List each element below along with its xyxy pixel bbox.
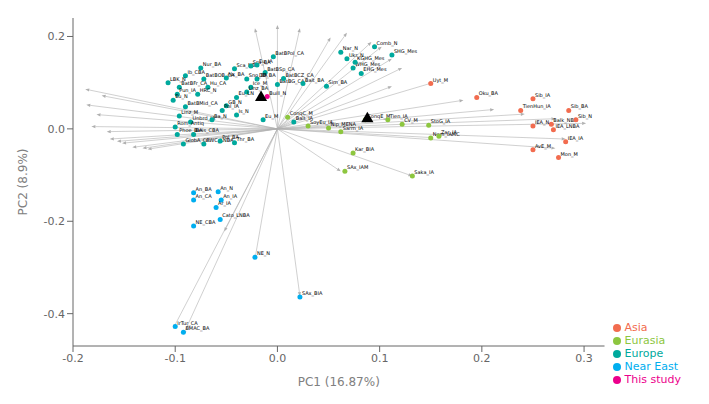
svg-text:Eu_LN: Eu_LN — [239, 90, 255, 97]
svg-text:Ice_M: Ice_M — [252, 80, 267, 87]
svg-text:Sib_IA: Sib_IA — [535, 92, 551, 99]
svg-text:SHG_Mes: SHG_Mes — [394, 48, 418, 55]
svg-text:Nx_BA: Nx_BA — [228, 71, 245, 78]
svg-text:Sib_BA: Sib_BA — [571, 103, 589, 110]
svg-text:TienHun_IA: TienHun_IA — [522, 103, 552, 110]
svg-text:BatBPol_CA: BatBPol_CA — [275, 50, 304, 57]
svg-text:0.0: 0.0 — [48, 123, 66, 136]
svg-text:Balt_BA: Balt_BA — [305, 77, 325, 84]
html-text:BatBFr_CA Hu_CA: BatBFr_CA Hu_CA — [181, 80, 227, 87]
svg-text:Rom_Antiq: Rom_Antiq — [177, 120, 204, 127]
svg-text:Eu_N: Eu_N — [175, 93, 188, 100]
svg-text:NE_CBA: NE_CBA — [196, 219, 216, 226]
svg-text:HRC_N: HRC_N — [200, 87, 217, 94]
svg-text:An_IA: An_IA — [223, 193, 238, 200]
svg-text:Oku_BA: Oku_BA — [479, 90, 499, 97]
svg-text:An_CA: An_CA — [196, 193, 213, 200]
svg-text:Pun_IA: Pun_IA — [179, 87, 196, 94]
svg-text:IEA_LNBA: IEA_LNBA — [555, 123, 580, 130]
svg-text:IEA_N: IEA_N — [535, 119, 550, 126]
svg-text:Ar_IA: Ar_IA — [218, 200, 231, 207]
html-text:Europe: Europe — [624, 347, 664, 360]
svg-text:Mon_M: Mon_M — [561, 151, 578, 158]
svg-text:Comb_N: Comb_N — [377, 40, 398, 47]
svg-text:Balt_IA: Balt_IA — [296, 115, 314, 122]
html-text:ConqE_M Tien_IA: ConqE_M Tien_IA — [367, 112, 408, 119]
svg-text:Sca_NBA: Sca_NBA — [236, 61, 259, 68]
svg-text:Ib_CBA: Ib_CBA — [187, 69, 205, 76]
svg-text:0.2: 0.2 — [48, 30, 66, 43]
svg-text:BatBMid_CA: BatBMid_CA — [187, 100, 218, 107]
svg-text:IEA_IA: IEA_IA — [568, 135, 584, 142]
svg-text:PC2 (8.9%): PC2 (8.9%) — [16, 149, 30, 216]
svg-text:Pol_BA: Pol_BA — [222, 133, 239, 140]
svg-text:0.0: 0.0 — [269, 352, 287, 365]
svg-text:Sib_N: Sib_N — [578, 113, 592, 120]
svg-text:An_BA: An_BA — [196, 186, 213, 193]
svg-text:BatBG_CA: BatBG_CA — [279, 77, 305, 84]
svg-text:AvE_M: AvE_M — [535, 143, 551, 150]
svg-text:DB_BA: DB_BA — [259, 72, 276, 78]
svg-text:CV_M: CV_M — [404, 117, 418, 124]
svg-text:An_N: An_N — [220, 185, 233, 192]
svg-text:IrTur_CA: IrTur_CA — [177, 319, 198, 326]
svg-text:GlobA_CA: GlobA_CA — [185, 137, 210, 144]
svg-text:Pol_IA: Pol_IA — [224, 103, 239, 110]
svg-text:BatBCZ_CA: BatBCZ_CA — [285, 71, 314, 78]
svg-text:CWC_LNBA: CWC_LNBA — [205, 137, 234, 144]
svg-text:Sim_BA: Sim_BA — [328, 79, 347, 86]
svg-text:Nar_N: Nar_N — [342, 45, 358, 52]
svg-text:-0.2: -0.2 — [44, 215, 65, 228]
svg-text:-0.1: -0.1 — [164, 352, 185, 365]
svg-text:BatBSp_CA: BatBSp_CA — [267, 65, 295, 72]
svg-text:0.3: 0.3 — [575, 352, 593, 365]
svg-text:Phoe_BIA: Phoe_BIA — [179, 127, 203, 134]
svg-text:Eu_IA: Eu_IA — [259, 58, 273, 65]
svg-text:LBK_N: LBK_N — [170, 75, 186, 82]
svg-text:Uyt_M: Uyt_M — [433, 77, 448, 84]
svg-text:Eu_M: Eu_M — [265, 113, 278, 120]
svg-text:Kar_BIA: Kar_BIA — [355, 146, 375, 153]
svg-text:SAx_BIA: SAx_BIA — [302, 290, 323, 297]
svg-text:Beis_CBA: Beis_CBA — [196, 127, 220, 134]
svg-text:Is_N: Is_N — [239, 108, 250, 115]
svg-text:NE_N: NE_N — [257, 250, 270, 257]
html-text:Near East: Near East — [624, 360, 678, 373]
svg-text:0.1: 0.1 — [371, 352, 389, 365]
svg-text:Linz_BA: Linz_BA — [248, 84, 269, 91]
svg-text:BMAC_BA: BMAC_BA — [185, 325, 209, 332]
html-text:Eurasia: Eurasia — [624, 334, 666, 347]
svg-text:Balk_NBA: Balk_NBA — [553, 117, 578, 124]
svg-text:SAx_IAM: SAx_IAM — [347, 164, 368, 171]
svg-text:Cato_LNBA: Cato_LNBA — [222, 212, 250, 219]
svg-text:ConqC_M: ConqC_M — [289, 110, 313, 117]
svg-text:SoyEu_IA: SoyEu_IA — [310, 119, 333, 126]
svg-text:GB_N: GB_N — [228, 98, 242, 105]
svg-text:Zar_IA: Zar_IA — [441, 129, 458, 136]
svg-text:Nur_BA: Nur_BA — [203, 61, 222, 68]
html-text:This study: This study — [624, 373, 681, 386]
svg-text:PC1 (16.87%): PC1 (16.87%) — [298, 375, 380, 389]
svg-text:0.2: 0.2 — [473, 352, 491, 365]
svg-text:StoG_IA: StoG_IA — [431, 118, 451, 125]
svg-text:Linz_M: Linz_M — [181, 108, 199, 115]
svg-text:Sno_BA: Sno_BA — [249, 72, 268, 79]
html-text:Asia: Asia — [624, 321, 648, 334]
svg-text:BatBOB_CA: BatBOB_CA — [205, 72, 235, 78]
svg-text:Sarm_IA: Sarm_IA — [342, 124, 364, 131]
svg-text:Thr_BA: Thr_BA — [235, 136, 254, 143]
svg-text:Nip_MENA: Nip_MENA — [331, 121, 357, 128]
svg-text:Ba_N: Ba_N — [214, 113, 227, 120]
svg-text:-0.2: -0.2 — [62, 352, 83, 365]
svg-text:-0.4: -0.4 — [44, 308, 65, 321]
svg-text:Unbrd_IA: Unbrd_IA — [192, 114, 216, 121]
svg-text:EHG_Mes: EHG_Mes — [363, 66, 387, 73]
svg-text:WHG_Mes: WHG_Mes — [355, 60, 381, 67]
svg-text:Buill_N: Buill_N — [269, 90, 286, 97]
svg-text:KGHG_Mes: KGHG_Mes — [357, 55, 385, 62]
svg-text:Saka_IA: Saka_IA — [414, 169, 434, 176]
